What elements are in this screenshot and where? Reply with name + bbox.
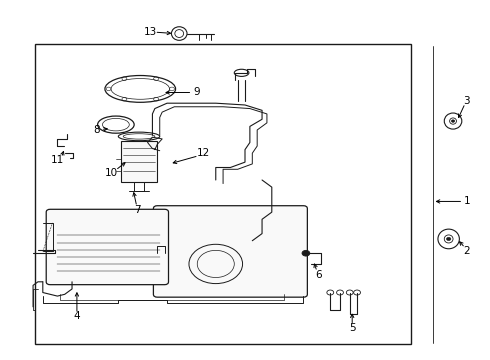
Bar [121, 141, 157, 182]
FancyBboxPatch shape [46, 209, 169, 285]
Text: 1: 1 [464, 197, 470, 206]
Text: 9: 9 [193, 87, 199, 98]
Text: 2: 2 [464, 247, 470, 256]
FancyBboxPatch shape [153, 206, 307, 297]
Text: 8: 8 [93, 125, 99, 135]
Circle shape [302, 250, 310, 256]
Text: 5: 5 [349, 323, 356, 333]
Text: 13: 13 [144, 27, 157, 37]
Text: 7: 7 [134, 205, 141, 215]
Text: 3: 3 [464, 96, 470, 107]
Text: 4: 4 [74, 311, 80, 321]
Text: 12: 12 [197, 148, 210, 158]
Text: 10: 10 [104, 168, 118, 178]
Circle shape [446, 237, 451, 240]
Text: 11: 11 [51, 156, 64, 165]
Bar [35, 44, 411, 344]
Text: 6: 6 [315, 270, 321, 280]
Circle shape [451, 120, 455, 122]
